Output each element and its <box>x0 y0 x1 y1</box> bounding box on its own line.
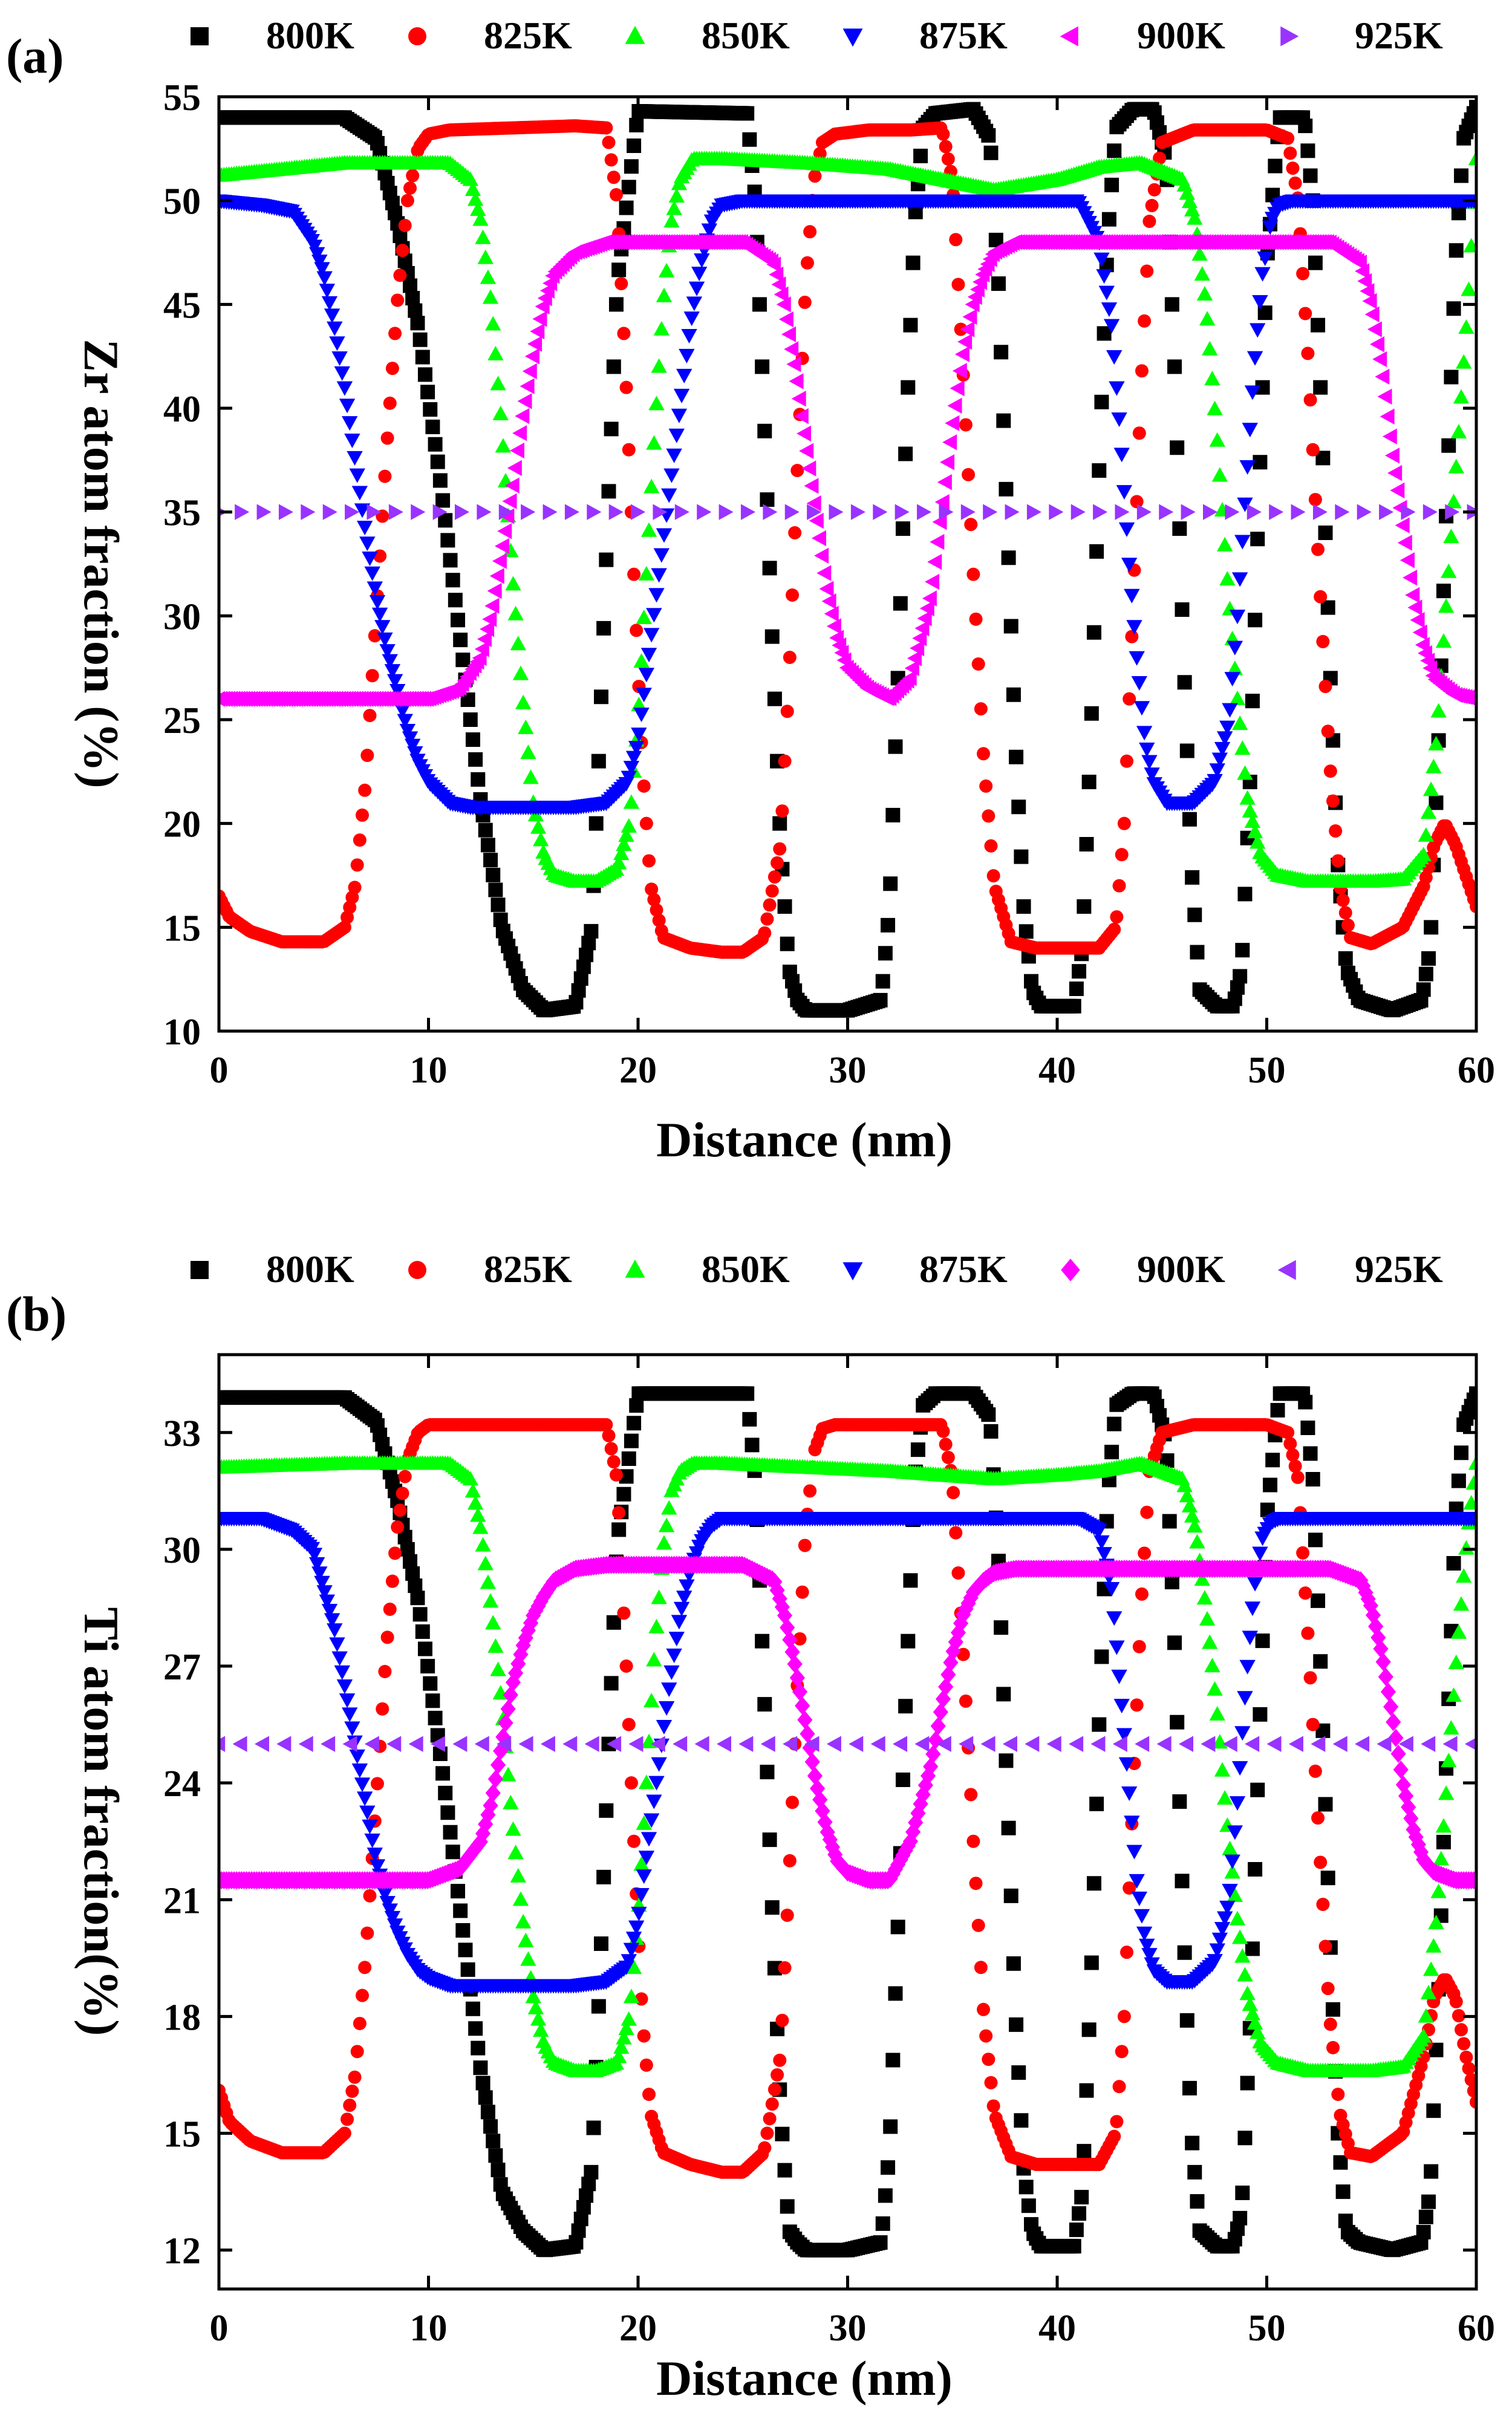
panel-a-x-tick-label: 60 <box>1458 1050 1495 1091</box>
panel-b-legend-item-925K: 925K <box>1277 1248 1443 1291</box>
panel-a-y-tick-label: 40 <box>163 389 201 430</box>
panel-a-y-tick-label: 45 <box>163 285 201 326</box>
panel-b-legend-marker-825K <box>408 1261 426 1279</box>
panel-a-legend-marker-800K <box>191 27 209 45</box>
panel-a-legend-label-800K: 800K <box>266 14 354 57</box>
panel-b-y-tick-label: 30 <box>163 1530 201 1571</box>
panel-a-legend-marker-850K <box>625 25 645 44</box>
panel-b-legend-marker-850K <box>625 1259 645 1278</box>
panel-b-series-875K <box>219 1512 1476 1994</box>
panel-a-legend-label-925K: 925K <box>1355 14 1443 57</box>
panel-a-y-tick-label: 35 <box>163 493 201 534</box>
panel-a-x-tick-label: 0 <box>210 1050 229 1091</box>
panel-b-x-tick-label: 10 <box>410 2308 448 2349</box>
panel-b-y-tick-label: 33 <box>163 1413 201 1454</box>
panel-b-x-tick-label: 0 <box>210 2308 229 2349</box>
panel-b-label: (b) <box>6 1286 67 1341</box>
panel-b-y-tick-label: 21 <box>163 1880 201 1921</box>
panel-b-legend: 800K 825K 850K 875K 900K 925K <box>191 1248 1443 1291</box>
panel-b-y-tick-label: 27 <box>163 1647 201 1688</box>
panel-b-plot: 0 10 20 30 40 50 60 12 15 18 21 24 27 30 33 <box>163 1353 1495 2349</box>
panel-b-legend-item-900K: 900K <box>1061 1248 1225 1291</box>
panel-b-axes: 0 10 20 30 40 50 60 12 15 18 21 24 27 30 33 <box>163 1355 1495 2349</box>
panel-b-series-900K <box>219 1555 1476 1890</box>
panel-b-legend-item-850K: 850K <box>625 1248 790 1291</box>
panel-b-series-layer <box>219 1386 1476 2258</box>
panel-a-y-tick-label: 30 <box>163 596 201 637</box>
panel-b-x-tick-label: 40 <box>1038 2308 1076 2349</box>
panel-a-series-850K <box>219 151 1476 888</box>
panel-a-x-tick-label: 30 <box>829 1050 867 1091</box>
panel-b-y-axis-label: Ti atom fraction(%) <box>74 1607 129 2036</box>
panel-b-x-tick-label: 30 <box>829 2308 867 2349</box>
panel-b-legend-marker-925K <box>1277 1260 1296 1280</box>
panel-a-legend-marker-925K <box>1280 26 1299 47</box>
panel-a-y-tick-label: 55 <box>163 77 201 119</box>
panel-a-legend-label-900K: 900K <box>1137 14 1225 57</box>
panel-b-legend-marker-800K <box>191 1261 209 1279</box>
panel-a-legend-marker-900K <box>1060 26 1078 47</box>
panel-b-legend-item-800K: 800K <box>191 1248 354 1291</box>
panel-b-legend-label-925K: 925K <box>1355 1248 1443 1291</box>
panel-b-y-tick-label: 12 <box>163 2231 201 2272</box>
panel-a-series-layer <box>219 100 1476 1018</box>
panel-b-legend-label-850K: 850K <box>702 1248 790 1291</box>
panel-a-series-875K <box>219 194 1476 815</box>
panel-b-legend-label-900K: 900K <box>1137 1248 1225 1291</box>
panel-b-x-tick-label: 50 <box>1248 2308 1286 2349</box>
panel-a-y-tick-label: 10 <box>163 1012 201 1053</box>
panel-b-y-tick-label: 18 <box>163 1997 201 2038</box>
panel-a-x-tick-label: 40 <box>1038 1050 1076 1091</box>
panel-a-y-tick-label: 15 <box>163 908 201 949</box>
panel-b-legend-item-875K: 875K <box>842 1248 1008 1291</box>
panel-b-x-axis-label: Distance (nm) <box>656 2351 953 2406</box>
panel-a-legend-marker-825K <box>408 27 426 45</box>
panel-a-legend-item-850K: 850K <box>625 14 790 57</box>
panel-a-label: (a) <box>6 28 64 83</box>
panel-b-legend-label-825K: 825K <box>484 1248 572 1291</box>
panel-b-series-850K <box>219 1455 1476 2077</box>
panel-a-x-axis-label: Distance (nm) <box>656 1112 953 1167</box>
panel-a-x-tick-label: 10 <box>410 1050 448 1091</box>
panel-b-x-tick-label: 20 <box>619 2308 657 2349</box>
panel-a-legend-item-900K: 900K <box>1060 14 1225 57</box>
panel-b-y-tick-label: 15 <box>163 2114 201 2155</box>
panel-b-legend-item-825K: 825K <box>408 1248 572 1291</box>
panel-a: (a) 800K 825K 850K 875K 900K 925K 0 10 20 30 40 50… <box>6 14 1495 1167</box>
panel-a-y-tick-label: 50 <box>163 181 201 223</box>
panel-a-y-tick-label: 25 <box>163 700 201 741</box>
panel-b-legend-marker-900K <box>1061 1258 1080 1281</box>
panel-b-series-925K <box>219 1736 1476 1752</box>
panel-a-legend-item-800K: 800K <box>191 14 354 57</box>
panel-a-legend-item-925K: 925K <box>1280 14 1443 57</box>
panel-a-series-900K <box>219 234 1476 707</box>
panel-a-legend-label-875K: 875K <box>919 14 1008 57</box>
panel-a-legend-label-825K: 825K <box>484 14 572 57</box>
panel-b-legend-label-800K: 800K <box>266 1248 354 1291</box>
panel-a-x-tick-label: 20 <box>619 1050 657 1091</box>
panel-a-legend: 800K 825K 850K 875K 900K 925K <box>191 14 1443 57</box>
panel-a-legend-marker-875K <box>842 28 863 47</box>
panel-a-legend-item-825K: 825K <box>408 14 572 57</box>
panel-b-y-tick-label: 24 <box>163 1763 201 1805</box>
panel-b-x-tick-label: 60 <box>1458 2308 1495 2349</box>
panel-a-y-axis-label: Zr atom fraction (%) <box>74 339 129 788</box>
panel-b-legend-marker-875K <box>842 1262 863 1281</box>
panel-b: (b) 800K 825K 850K 875K 900K 925K 0 10 20 30 40 50… <box>6 1248 1495 2406</box>
panel-a-legend-label-850K: 850K <box>702 14 790 57</box>
panel-b-legend-label-875K: 875K <box>919 1248 1008 1291</box>
panel-a-legend-item-875K: 875K <box>842 14 1008 57</box>
panel-a-x-tick-label: 50 <box>1248 1050 1286 1091</box>
panel-a-series-825K <box>219 119 1476 959</box>
panel-a-y-tick-label: 20 <box>163 804 201 845</box>
